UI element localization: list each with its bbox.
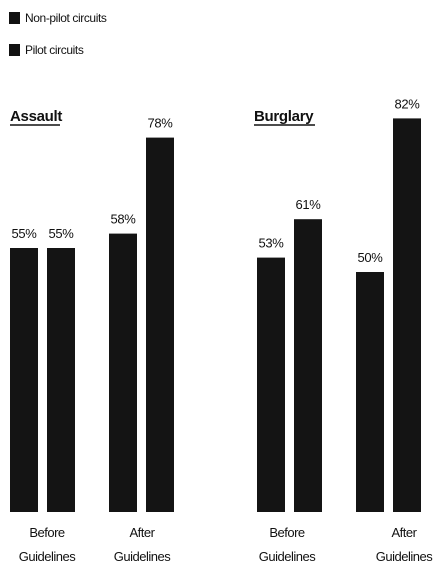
category-label: After [130,525,156,540]
category-label: Guidelines [19,549,76,564]
bar-non-pilot-circuits-before [257,258,285,512]
data-label: 61% [295,197,321,212]
category-label: Before [29,525,65,540]
data-label: 50% [357,250,383,265]
legend-label: Pilot circuits [25,43,84,57]
data-label: 53% [258,236,284,251]
category-label: Guidelines [376,549,433,564]
bar-pilot-circuits-before [47,248,75,512]
category-label: After [392,525,418,540]
data-label: 55% [48,226,74,241]
legend-swatch [9,12,20,24]
legend-swatch [9,44,20,56]
panel-burglary: Burglary 53% 61% Before Guidelines 50% 82% Afte… [254,96,433,564]
data-label: 78% [147,116,173,131]
bar-pilot-circuits-before [294,219,322,512]
category-label: Before [269,525,305,540]
bar-pilot-circuits-after [393,118,421,512]
bar-non-pilot-circuits-before [10,248,38,512]
bar-non-pilot-circuits-after [356,272,384,512]
bar-non-pilot-circuits-after [109,234,137,512]
category-label: Guidelines [114,549,171,564]
legend: Non-pilot circuits Pilot circuits [9,11,107,57]
chart-title: Assault [10,108,62,125]
panel-assault: Assault 55% 55% Before Guidelines 58% 78% After… [10,108,174,564]
data-label: 55% [11,226,37,241]
chart-title: Burglary [254,108,314,125]
legend-label: Non-pilot circuits [25,11,107,25]
category-label: Guidelines [259,549,316,564]
data-label: 82% [394,96,420,111]
data-label: 58% [110,212,136,227]
bar-pilot-circuits-after [146,138,174,512]
